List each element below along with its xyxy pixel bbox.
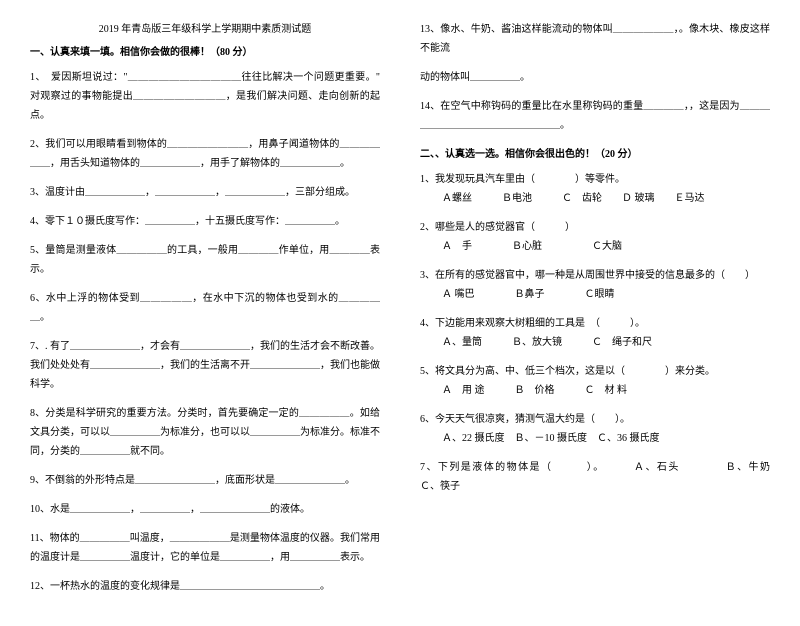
section1-heading: 一、认真来填一填。相信你会做的很棒！（80 分）	[30, 43, 380, 62]
s2q3: 3、在所有的感觉器官中，哪一种是从周围世界中接受的信息最多的（ ） Ａ 嘴巴 Ｂ…	[420, 266, 770, 304]
s2q6-options: Ａ、22 摄氏度 Ｂ、－10 摄氏度 Ｃ、36 摄氏度	[420, 429, 770, 448]
left-column: 2019 年青岛版三年级科学上学期期中素质测试题 一、认真来填一填。相信你会做的…	[30, 20, 380, 606]
q2: 2、我们可以用眼睛看到物体的＿＿＿＿＿＿＿＿，用鼻子闻道物体的＿＿＿＿＿＿，用舌…	[30, 135, 380, 173]
s2q5: 5、将文具分为高、中、低三个档次，这是以（ ）来分类。 Ａ 用 途 Ｂ 价格 Ｃ…	[420, 362, 770, 400]
q6: 6、水中上浮的物体受到＿＿＿＿＿，在水中下沉的物体也受到水的＿＿＿＿＿。	[30, 289, 380, 327]
s2q2-text: 2、哪些是人的感觉器官（ ）	[420, 218, 770, 237]
s2q6: 6、今天天气很凉爽，猜测气温大约是（ ）。 Ａ、22 摄氏度 Ｂ、－10 摄氏度…	[420, 410, 770, 448]
right-column: 13、像水、牛奶、酱油这样能流动的物体叫＿＿＿＿＿＿，。像木块、橡皮这样不能流 …	[420, 20, 770, 606]
s2q3-text: 3、在所有的感觉器官中，哪一种是从周围世界中接受的信息最多的（ ）	[420, 266, 770, 285]
s2q1-options: Ａ螺丝 Ｂ电池 Ｃ 齿轮 Ｄ 玻璃 Ｅ马达	[420, 189, 770, 208]
s2q4: 4、下边能用来观察大树粗细的工具是 （ ）。 Ａ、量筒 Ｂ、放大镜 Ｃ 绳子和尺	[420, 314, 770, 352]
s2q1: 1、我发现玩具汽车里由（ ）等零件。 Ａ螺丝 Ｂ电池 Ｃ 齿轮 Ｄ 玻璃 Ｅ马达	[420, 170, 770, 208]
q13b: 动的物体叫＿＿＿＿＿。	[420, 68, 770, 87]
q12: 12、一杯热水的温度的变化规律是＿＿＿＿＿＿＿＿＿＿＿＿＿＿。	[30, 577, 380, 596]
s2q2: 2、哪些是人的感觉器官（ ） Ａ 手 Ｂ心脏 Ｃ大脑	[420, 218, 770, 256]
s2q6-text: 6、今天天气很凉爽，猜测气温大约是（ ）。	[420, 410, 770, 429]
q13: 13、像水、牛奶、酱油这样能流动的物体叫＿＿＿＿＿＿，。像木块、橡皮这样不能流	[420, 20, 770, 58]
section2-heading: 二、、认真选一选。相信你会很出色的！（20 分）	[420, 145, 770, 164]
q3: 3、温度计由＿＿＿＿＿＿，＿＿＿＿＿＿，＿＿＿＿＿＿，三部分组成。	[30, 183, 380, 202]
s2q4-text: 4、下边能用来观察大树粗细的工具是 （ ）。	[420, 314, 770, 333]
q14: 14、在空气中称钩码的重量比在水里称钩码的重量＿＿＿＿，，这是因为＿＿＿＿＿＿＿…	[420, 97, 770, 135]
q10: 10、水是＿＿＿＿＿＿，＿＿＿＿＿，＿＿＿＿＿＿＿的液体。	[30, 500, 380, 519]
s2q5-options: Ａ 用 途 Ｂ 价格 Ｃ 材 料	[420, 381, 770, 400]
q11: 11、物体的＿＿＿＿＿叫温度，＿＿＿＿＿＿是测量物体温度的仪器。我们常用的温度计…	[30, 529, 380, 567]
q4: 4、零下１０摄氏度写作：＿＿＿＿＿，十五摄氏度写作：＿＿＿＿＿。	[30, 212, 380, 231]
s2q3-options: Ａ 嘴巴 Ｂ鼻子 Ｃ眼睛	[420, 285, 770, 304]
q9: 9、不倒翁的外形特点是＿＿＿＿＿＿＿＿，底面形状是＿＿＿＿＿＿＿。	[30, 471, 380, 490]
s2q4-options: Ａ、量筒 Ｂ、放大镜 Ｃ 绳子和尺	[420, 333, 770, 352]
q8: 8、分类是科学研究的重要方法。分类时，首先要确定一定的＿＿＿＿＿。如给文具分类，…	[30, 404, 380, 461]
exam-title: 2019 年青岛版三年级科学上学期期中素质测试题	[30, 20, 380, 39]
q7: 7、. 有了＿＿＿＿＿＿＿，才会有＿＿＿＿＿＿＿，我们的生活才会不断改善。我们处…	[30, 337, 380, 394]
s2q7: 7、下列是液体的物体是（ ）。 Ａ、石头 Ｂ、牛奶 Ｃ、筷子	[420, 458, 770, 496]
q5: 5、量筒是测量液体＿＿＿＿＿的工具，一般用＿＿＿＿作单位，用＿＿＿＿表示。	[30, 241, 380, 279]
s2q5-text: 5、将文具分为高、中、低三个档次，这是以（ ）来分类。	[420, 362, 770, 381]
exam-page: 2019 年青岛版三年级科学上学期期中素质测试题 一、认真来填一填。相信你会做的…	[0, 0, 800, 626]
q1: 1、 爱因斯坦说过："＿＿＿＿＿＿＿＿＿＿＿往往比解决一个问题更重要。" 对观察…	[30, 68, 380, 125]
s2q2-options: Ａ 手 Ｂ心脏 Ｃ大脑	[420, 237, 770, 256]
s2q1-text: 1、我发现玩具汽车里由（ ）等零件。	[420, 170, 770, 189]
